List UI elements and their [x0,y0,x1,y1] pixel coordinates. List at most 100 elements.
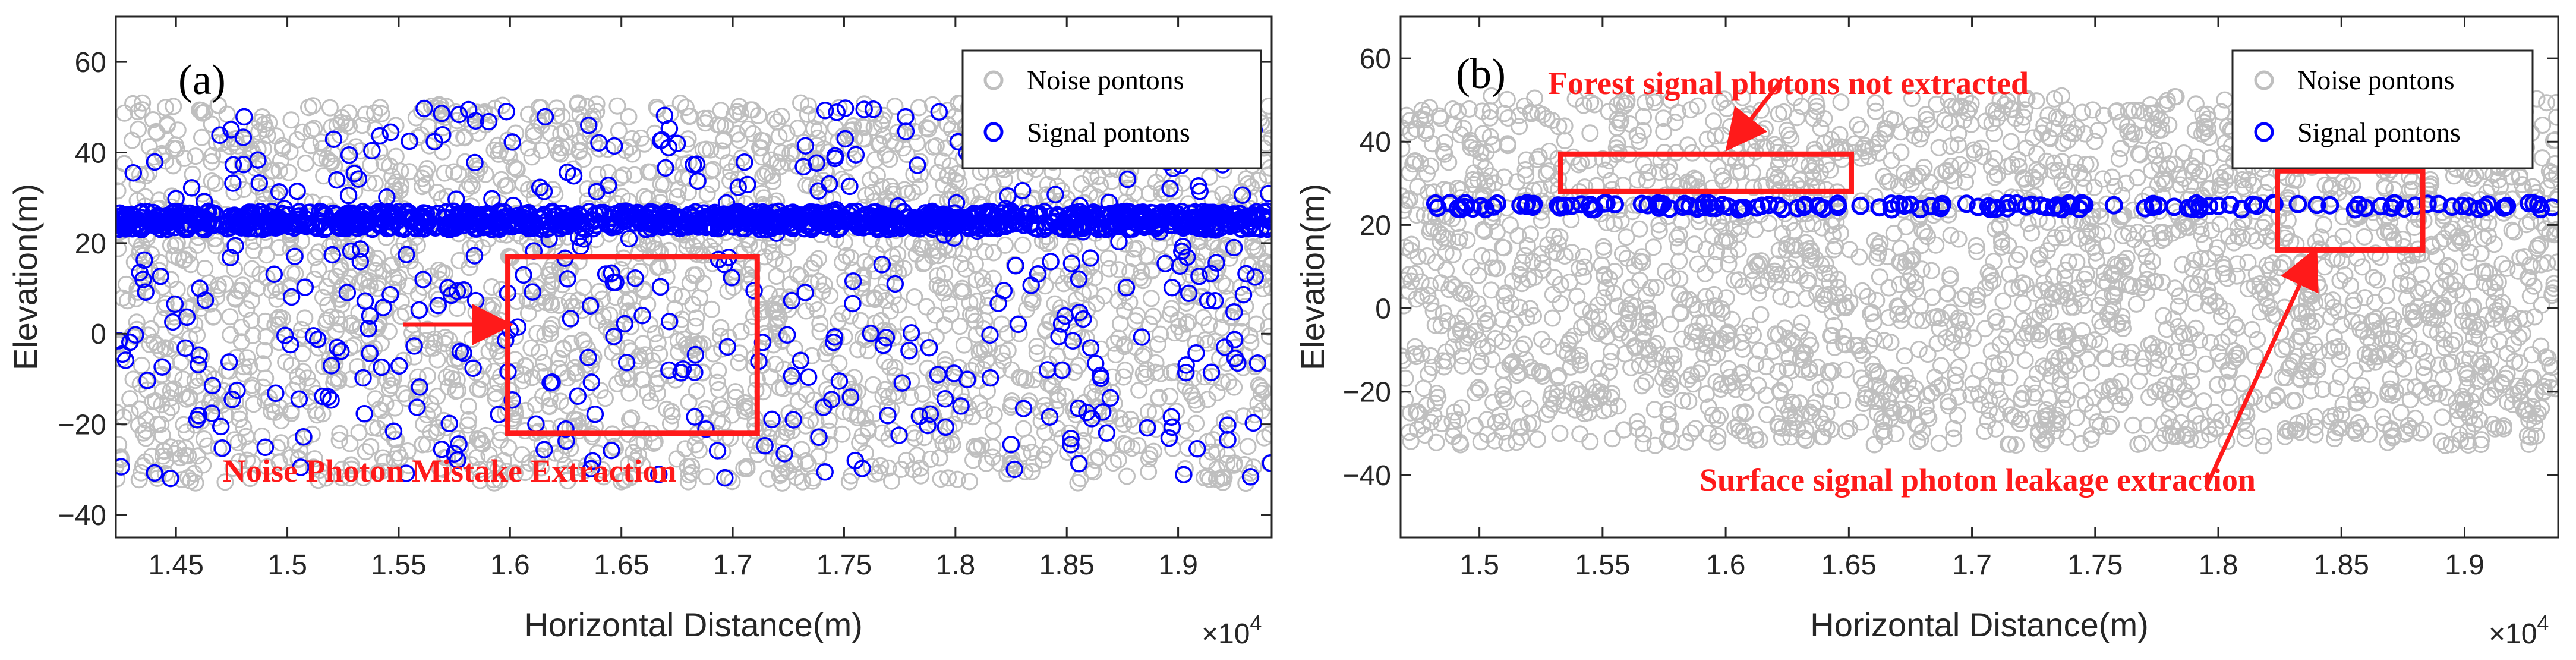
noise-point-a [1188,395,1206,413]
noise-point-a [1237,170,1255,188]
noise-point-a [855,118,873,136]
noise-point-a [1041,313,1058,331]
noise-point-a [1261,159,1272,177]
noise-point-a [841,307,859,325]
noise-point-a [952,385,970,403]
noise-point-a [128,175,146,193]
noise-point-a [871,464,888,482]
y-axis-label-a: Elevation(m) [7,184,44,370]
noise-point-a [635,188,653,206]
noise-point-a [1183,386,1201,404]
noise-point-a [231,404,248,422]
noise-point-a [459,397,477,415]
noise-point-a [193,102,210,120]
noise-point-a [771,309,788,326]
noise-point-a [918,119,935,137]
noise-point-a [204,307,222,325]
noise-point-a [1262,394,1272,411]
noise-point-a [366,104,383,122]
noise-point-a [282,402,300,420]
noise-point-a [229,137,247,155]
panel-label-a: (a) [178,56,226,103]
noise-point-a [1257,263,1272,281]
noise-point-a [811,315,829,332]
noise-point-a [431,460,449,477]
noise-point-a [935,176,953,194]
panel-a: 1.45 1.5 1.55 1.6 1.65 1.7 1.75 1.8 1.85 1.9 −40−… [7,15,1273,650]
noise-point-a [563,298,581,316]
noise-point-a [872,312,890,329]
noise-point-a [310,472,327,489]
noise-point-a [866,405,884,423]
noise-point-a [216,473,234,491]
noise-point-a [426,330,444,348]
signal-point-a [524,217,542,235]
noise-point-a [365,340,383,357]
noise-point-a [342,457,360,474]
noise-point-a [676,440,694,458]
noise-point-a [1150,389,1168,407]
noise-point-a [1134,364,1152,382]
noise-point-a [849,408,866,426]
noise-point-a [128,313,146,331]
noise-point-a [881,177,899,195]
noise-point-a [559,397,576,414]
noise-point-a [270,162,288,180]
noise-point-a [1208,460,1226,478]
noise-point-a [906,288,923,306]
noise-point-a [769,153,786,171]
noise-point-a [680,184,697,202]
noise-point-a [1105,394,1123,412]
noise-point-a [398,389,415,407]
noise-point-a [794,473,812,491]
noise-point-a [187,147,204,165]
noise-point-a [735,460,753,477]
noise-point-a [286,265,304,282]
noise-point-a [755,132,773,150]
noise-point-a [330,431,348,449]
noise-point-a [390,243,408,260]
noise-point-a [698,185,716,203]
noise-point-a [856,95,873,113]
noise-point-a [553,108,571,125]
noise-point-a [964,451,982,469]
noise-point-a [1066,274,1084,291]
noise-point-a [554,340,572,357]
noise-point-a [1070,357,1087,375]
noise-point-a [948,470,966,488]
noise-point-a [594,461,611,479]
noise-point-a [912,459,929,477]
noise-point-a [550,144,567,162]
noise-point-a [116,470,126,488]
noise-point-a [882,132,900,150]
noise-point-a [1120,169,1138,187]
noise-point-a [903,372,920,389]
noise-point-a [1199,391,1216,408]
noise-point-a [759,164,777,181]
noise-point-a [116,451,130,469]
noise-point-a [490,145,507,163]
noise-point-a [905,165,923,183]
annotation-text-a: Noise Photon Mistake Extraction [223,453,676,489]
noise-point-a [872,284,890,301]
noise-point-a [1242,334,1260,351]
noise-point-a [221,308,239,326]
noise-point-a [666,286,683,304]
noise-point-a [1036,397,1054,414]
noise-point-a [386,464,404,482]
noise-point-a [961,473,978,491]
noise-point-a [158,404,176,422]
noise-point-a [854,269,872,287]
noise-point-a [1115,368,1133,386]
noise-point-a [130,471,148,489]
noise-point-a [1028,338,1046,355]
noise-point-a [868,245,885,262]
noise-point-a [834,253,852,271]
noise-point-a [131,166,149,184]
noise-point-a [739,120,757,138]
noise-point-a [166,445,184,463]
noise-point-a [787,408,804,426]
noise-point-a [282,448,300,466]
noise-point-a [1103,368,1121,386]
